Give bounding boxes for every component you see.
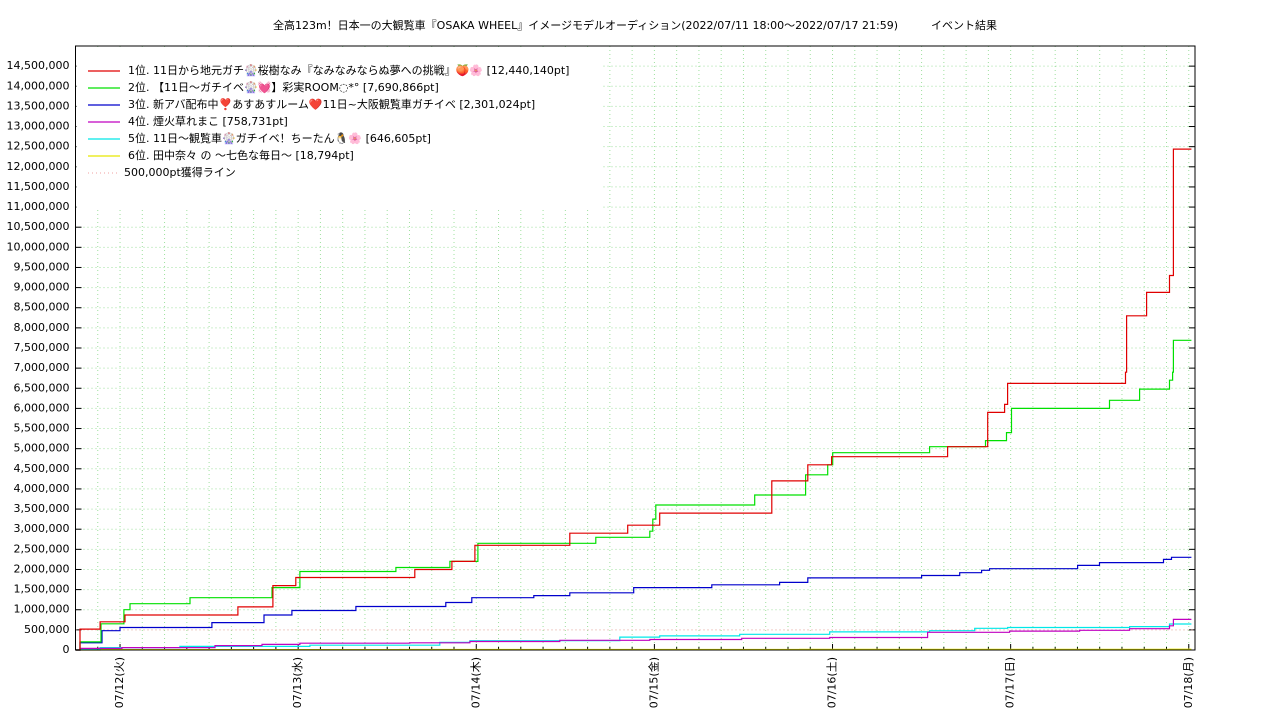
y-tick-label: 10,500,000 (7, 220, 70, 233)
y-tick-label: 11,500,000 (7, 180, 70, 193)
y-tick-label: 3,500,000 (14, 502, 70, 515)
y-tick-label: 7,000,000 (14, 361, 70, 374)
legend-label: 2位. 【11日～ガチイベ🎡💓】彩実ROOM◌*° [7,690,866pt] (128, 80, 439, 94)
x-tick-label: 07/15(金) (646, 657, 660, 708)
y-tick-label: 14,500,000 (7, 59, 70, 72)
legend-label: 5位. 11日〜観覧車🎡ガチイベ！ちーたん🐧🌸 [646,605pt] (128, 131, 431, 145)
y-tick-label: 2,000,000 (14, 562, 70, 575)
y-tick-label: 13,000,000 (7, 120, 70, 133)
legend-label: 1位. 11日から地元ガチ🎡桜樹なみ『なみなみならぬ夢への挑戦』🍑🌸 [12,4… (128, 63, 569, 77)
y-tick-label: 1,500,000 (14, 583, 70, 596)
x-tick-label: 07/18(月) (1182, 657, 1195, 708)
legend-label: 3位. 新アバ配布中❣️あすあすルーム❤️11日~大阪観覧車ガチイベ [2,30… (128, 97, 535, 111)
y-tick-label: 11,000,000 (7, 200, 70, 213)
y-tick-label: 12,500,000 (7, 140, 70, 153)
y-tick-label: 500,000 (24, 623, 70, 636)
y-tick-label: 1,000,000 (14, 603, 70, 616)
plot-frame (75, 45, 1196, 651)
legend-label: 500,000pt獲得ライン (124, 166, 236, 179)
y-tick-label: 9,000,000 (14, 281, 70, 294)
series-line (76, 339, 1192, 651)
x-tick-label: 07/14(木) (469, 657, 482, 708)
series-line (76, 556, 1192, 651)
x-tick-label: 07/13(水) (291, 657, 304, 708)
y-tick-label: 14,000,000 (7, 79, 70, 92)
legend-box (76, 48, 604, 208)
y-tick-label: 9,500,000 (14, 260, 70, 273)
y-tick-label: 10,000,000 (7, 240, 70, 253)
y-tick-label: 13,500,000 (7, 99, 70, 112)
y-tick-label: 8,000,000 (14, 321, 70, 334)
x-tick-label: 07/12(火) (113, 657, 126, 708)
y-tick-label: 6,000,000 (14, 401, 70, 414)
y-tick-label: 7,500,000 (14, 341, 70, 354)
y-tick-label: 12,000,000 (7, 160, 70, 173)
y-tick-label: 8,500,000 (14, 301, 70, 314)
series-line (76, 618, 1192, 651)
series-line (76, 148, 1192, 651)
chart-title: 全高123m！日本一の大観覧車『OSAKA WHEEL』イメージモデルオーディシ… (273, 18, 997, 32)
y-tick-label: 5,000,000 (14, 442, 70, 455)
y-tick-label: 6,500,000 (14, 381, 70, 394)
y-tick-label: 0 (63, 643, 70, 656)
y-tick-label: 4,000,000 (14, 482, 70, 495)
x-tick-label: 07/17(日) (1004, 657, 1017, 708)
y-tick-label: 5,500,000 (14, 422, 70, 435)
y-tick-label: 4,500,000 (14, 462, 70, 475)
y-tick-label: 3,000,000 (14, 522, 70, 535)
legend-label: 4位. 煙火草れまこ [758,731pt] (128, 114, 288, 128)
x-tick-label: 07/16(土) (826, 657, 839, 708)
y-tick-label: 2,500,000 (14, 542, 70, 555)
legend-label: 6位. 田中奈々 の 〜七色な毎日〜 [18,794pt] (128, 148, 354, 162)
